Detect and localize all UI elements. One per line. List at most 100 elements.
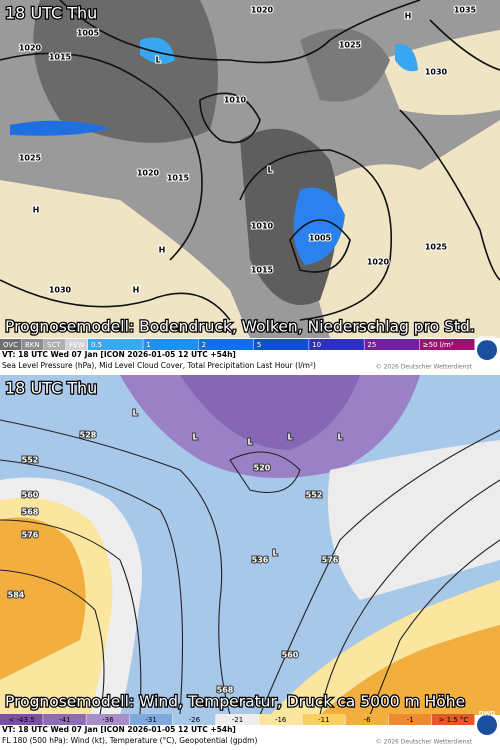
legend-label: -11 bbox=[318, 716, 329, 724]
map-label: L bbox=[337, 433, 342, 442]
map-label: 1015 bbox=[49, 53, 72, 62]
panel-title: 18 UTC Thu bbox=[5, 4, 97, 23]
panel-caption: Prognosemodell: Wind, Temperatur, Druck … bbox=[5, 693, 465, 711]
legend-label: -36 bbox=[102, 716, 114, 724]
map-label: L bbox=[155, 56, 160, 65]
map-label: 1005 bbox=[309, 234, 332, 243]
legend-swatch bbox=[43, 714, 86, 725]
map-label: 584 bbox=[8, 591, 25, 600]
legend-label: 1 bbox=[146, 341, 150, 349]
legend-swatch bbox=[215, 714, 259, 725]
map-label: 1010 bbox=[251, 222, 274, 231]
map-label: 1025 bbox=[19, 154, 42, 163]
map-label: 1015 bbox=[251, 266, 274, 275]
legend-swatch bbox=[129, 714, 173, 725]
legend-label: 5 bbox=[257, 341, 261, 349]
map-label: L bbox=[247, 438, 252, 447]
map-label: 1020 bbox=[19, 44, 42, 53]
map-label: 1035 bbox=[454, 6, 477, 15]
legend-swatch bbox=[309, 339, 364, 350]
map-label: 568 bbox=[22, 508, 39, 517]
legend-label: < -43.5 bbox=[8, 716, 34, 724]
legend-swatch bbox=[253, 339, 309, 350]
map-label: 552 bbox=[22, 456, 39, 465]
logo: DWD bbox=[479, 336, 496, 343]
legend-swatch bbox=[0, 339, 22, 350]
map-label: 1020 bbox=[137, 169, 160, 178]
legend-label: FEW bbox=[69, 341, 84, 349]
description: Sea Level Pressure (hPa), Mid Level Clou… bbox=[2, 361, 316, 370]
map-label: H bbox=[159, 246, 166, 255]
panel-title: 18 UTC Thu bbox=[5, 379, 97, 398]
legend-swatch bbox=[419, 339, 475, 350]
legend-label: BKN bbox=[25, 341, 40, 349]
map-label: 560 bbox=[282, 651, 299, 660]
legend-swatch bbox=[388, 714, 432, 725]
map-label: 560 bbox=[22, 491, 39, 500]
legend-swatch bbox=[88, 339, 143, 350]
legend-label: 10 bbox=[312, 341, 321, 349]
legend-swatch bbox=[431, 714, 475, 725]
legend-label: -16 bbox=[275, 716, 287, 724]
legend-swatch bbox=[86, 714, 130, 725]
map-label: 536 bbox=[252, 556, 269, 565]
pressure-map bbox=[0, 0, 500, 338]
legend-swatch bbox=[259, 714, 302, 725]
map-label: 1030 bbox=[425, 68, 448, 77]
legend-swatch bbox=[66, 339, 88, 350]
legend-label: -1 bbox=[407, 716, 414, 724]
valid-time: VT: 18 UTC Wed 07 Jan [ICON 2026-01-05 1… bbox=[2, 725, 236, 734]
legend-label: -26 bbox=[189, 716, 201, 724]
panel-caption: Prognosemodell: Bodendruck, Wolken, Nied… bbox=[5, 318, 475, 336]
legend-label: OVC bbox=[3, 341, 18, 349]
legend-swatch bbox=[143, 339, 199, 350]
legend-label: SCT bbox=[47, 341, 61, 349]
legend-label: -6 bbox=[364, 716, 372, 724]
map-label: 1025 bbox=[425, 243, 448, 252]
copyright: © 2026 Deutscher Wetterdienst bbox=[376, 364, 473, 371]
legend-label: 2 bbox=[202, 341, 206, 349]
map-label: 1020 bbox=[251, 6, 274, 15]
map-label: 1030 bbox=[49, 286, 72, 295]
map-label: L bbox=[272, 549, 277, 558]
map-label: 528 bbox=[80, 431, 97, 440]
legend-swatch bbox=[364, 339, 420, 350]
legend-label: 25 bbox=[367, 341, 376, 349]
legend-swatch bbox=[302, 714, 345, 725]
map-label: L bbox=[287, 433, 292, 442]
map-label: H bbox=[133, 286, 140, 295]
map-label: 1020 bbox=[367, 258, 390, 267]
legend-swatch bbox=[44, 339, 66, 350]
legend-swatch bbox=[0, 714, 43, 725]
logo: DWD bbox=[479, 711, 496, 718]
legend-label: -21 bbox=[232, 716, 243, 724]
map-label: 1015 bbox=[167, 174, 190, 183]
map-label: 1010 bbox=[224, 96, 247, 105]
map-label: 568 bbox=[217, 686, 234, 695]
legend-swatch bbox=[198, 339, 254, 350]
map-label: 576 bbox=[22, 531, 39, 540]
map-label: 576 bbox=[322, 556, 339, 565]
legend-label: ≥50 l/m² bbox=[423, 341, 454, 349]
map-label: L bbox=[192, 433, 197, 442]
map-label: L bbox=[267, 166, 272, 175]
legend-label: -31 bbox=[145, 716, 156, 724]
upper-air-map bbox=[0, 375, 500, 716]
legend-swatch bbox=[172, 714, 216, 725]
legend-label: 0.5 bbox=[91, 341, 102, 349]
map-label: H bbox=[33, 206, 40, 215]
map-label: H bbox=[405, 12, 412, 21]
map-label: 1025 bbox=[339, 41, 362, 50]
legend-swatch bbox=[22, 339, 44, 350]
map-label: 552 bbox=[306, 491, 323, 500]
legend-swatch bbox=[345, 714, 389, 725]
map-label: 1005 bbox=[77, 29, 100, 38]
copyright: © 2026 Deutscher Wetterdienst bbox=[376, 739, 473, 746]
description: FL 180 (500 hPa): Wind (kt), Temperature… bbox=[2, 736, 257, 745]
map-label: L bbox=[132, 409, 137, 418]
map-label: 520 bbox=[254, 464, 271, 473]
legend-label: -41 bbox=[59, 716, 70, 724]
legend-label: > 1.5 °C bbox=[438, 716, 468, 724]
valid-time: VT: 18 UTC Wed 07 Jan [ICON 2026-01-05 1… bbox=[2, 350, 236, 359]
